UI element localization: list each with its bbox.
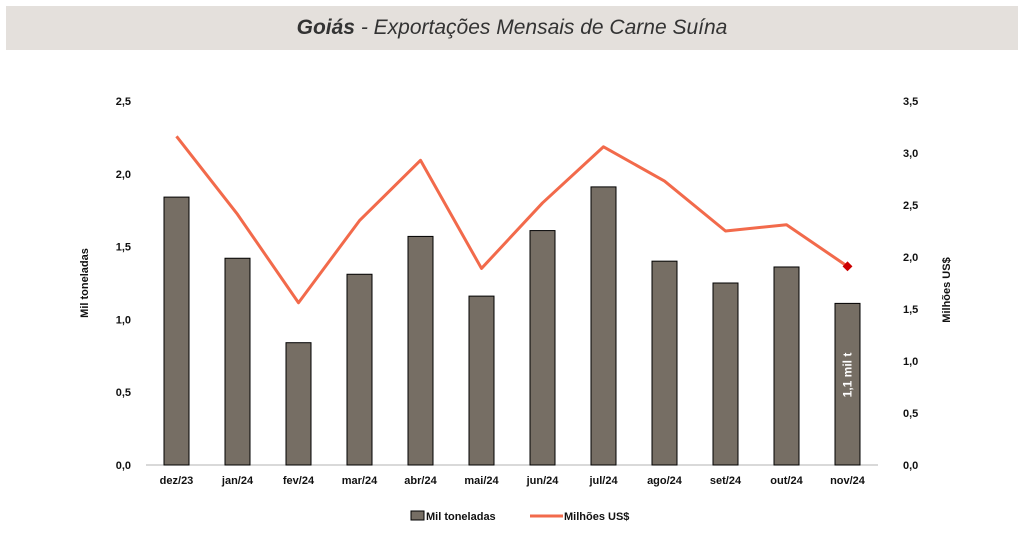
y2-tick-label: 1,5: [903, 304, 918, 316]
y2-axis-title: Milhões US$: [941, 257, 953, 322]
y2-tick-label: 3,5: [903, 96, 918, 108]
y-tick-label: 0,5: [116, 387, 131, 399]
bar: [285, 342, 312, 466]
y-tick-label: 0,0: [116, 460, 131, 472]
y2-tick-label: 2,5: [903, 200, 918, 212]
bar: [834, 302, 861, 466]
y-tick-label: 1,5: [116, 242, 131, 254]
bar: [651, 260, 678, 466]
chart-title: Goiás - Exportações Mensais de Carne Suí…: [297, 16, 728, 40]
bar: [712, 282, 739, 466]
bar: [163, 196, 190, 466]
title-bar: Goiás - Exportações Mensais de Carne Suí…: [6, 6, 1018, 50]
y2-tick-label: 0,0: [903, 460, 918, 472]
x-tick-label: fev/24: [283, 475, 315, 487]
x-tick-label: abr/24: [404, 475, 437, 487]
line-series: [175, 135, 849, 305]
bar-annotation: 1,1 mil t: [841, 353, 855, 398]
y2-tick-label: 0,5: [903, 408, 918, 420]
bar: [773, 266, 800, 466]
bar: [346, 273, 373, 466]
y-axis-title: Mil toneladas: [79, 248, 91, 318]
x-tick-label: mar/24: [342, 475, 378, 487]
chart-title-rest: - Exportações Mensais de Carne Suína: [354, 16, 728, 39]
x-tick-label: ago/24: [647, 475, 683, 487]
chart-title-bold: Goiás: [296, 16, 355, 39]
legend-bar-swatch: [410, 510, 425, 521]
y-tick-label: 2,0: [116, 169, 131, 181]
x-tick-label: out/24: [770, 475, 803, 487]
x-tick-label: jul/24: [588, 475, 618, 487]
y-tick-label: 2,5: [116, 96, 131, 108]
bar: [224, 257, 251, 466]
y2-tick-label: 1,0: [903, 356, 918, 368]
bar: [590, 186, 617, 466]
x-tick-label: mai/24: [464, 475, 499, 487]
line-end-marker: [842, 261, 853, 272]
x-tick-label: jun/24: [526, 475, 560, 487]
x-tick-label: set/24: [710, 475, 742, 487]
x-tick-label: jan/24: [221, 475, 254, 487]
y2-tick-label: 2,0: [903, 252, 918, 264]
x-tick-label: nov/24: [830, 475, 866, 487]
x-tick-label: dez/23: [160, 475, 194, 487]
legend-bar-label: Mil toneladas: [426, 511, 496, 523]
bar: [407, 235, 434, 466]
y-tick-label: 1,0: [116, 314, 131, 326]
bar: [529, 230, 556, 466]
y2-tick-label: 3,0: [903, 148, 918, 160]
bar: [468, 295, 495, 466]
legend-line-label: Milhões US$: [564, 511, 629, 523]
